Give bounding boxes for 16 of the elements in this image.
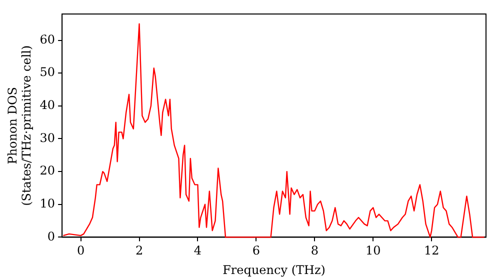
y-axis-title: Phonon DOS (States/THz·primitive cell) <box>5 45 34 206</box>
y-tick-label: 30 <box>40 130 56 145</box>
y-tick-label: 10 <box>40 196 56 210</box>
y-tick-label: 20 <box>40 164 56 178</box>
x-tick-label: 2 <box>135 244 144 258</box>
x-tick-label: 12 <box>424 244 440 258</box>
y-tick-label: 0 <box>47 229 56 244</box>
y-tick-label: 50 <box>40 65 56 80</box>
x-tick-label: 0 <box>76 244 85 258</box>
y-tick-label: 60 <box>40 32 56 46</box>
x-tick-label: 10 <box>366 244 381 258</box>
x-tick-label: 8 <box>310 244 318 258</box>
x-axis-title: Frequency (THz) <box>222 262 326 277</box>
y-tick-label: 40 <box>40 98 56 112</box>
x-tick-label: 6 <box>252 244 260 258</box>
x-tick-label: 4 <box>194 244 202 258</box>
